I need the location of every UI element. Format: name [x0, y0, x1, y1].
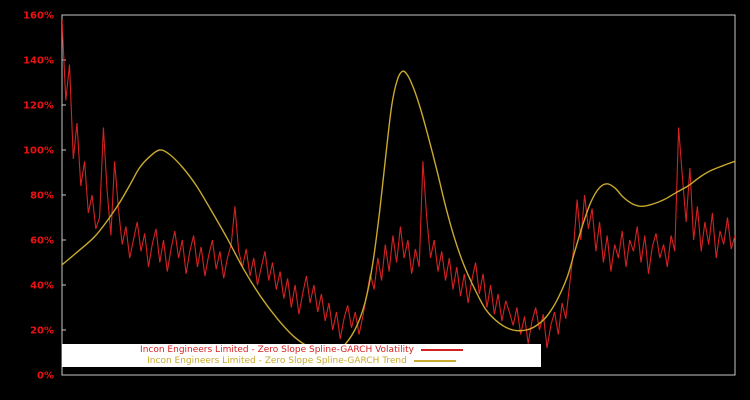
y-tick-label: 120%	[23, 101, 54, 112]
plot-frame	[61, 14, 736, 376]
y-tick-label: 20%	[30, 326, 54, 337]
y-tick-label: 0%	[37, 371, 54, 382]
y-tick-label: 140%	[23, 56, 54, 67]
y-tick-label: 80%	[30, 191, 54, 202]
y-tick-label: 100%	[23, 146, 54, 157]
trend-line-sample	[413, 360, 456, 362]
chart-legend: Incon Engineers Limited - Zero Slope Spl…	[62, 344, 541, 367]
trend-line	[62, 70, 735, 354]
legend-item-volatility: Incon Engineers Limited - Zero Slope Spl…	[62, 345, 541, 356]
volatility-line-sample	[420, 349, 463, 351]
legend-item-trend: Incon Engineers Limited - Zero Slope Spl…	[62, 356, 541, 367]
volatility-line	[62, 19, 735, 349]
legend-label-trend: Incon Engineers Limited - Zero Slope Spl…	[147, 355, 407, 366]
y-tick-label: 160%	[23, 11, 54, 22]
y-tick-label: 60%	[30, 236, 54, 247]
legend-label-volatility: Incon Engineers Limited - Zero Slope Spl…	[140, 344, 414, 355]
y-tick-label: 40%	[30, 281, 54, 292]
